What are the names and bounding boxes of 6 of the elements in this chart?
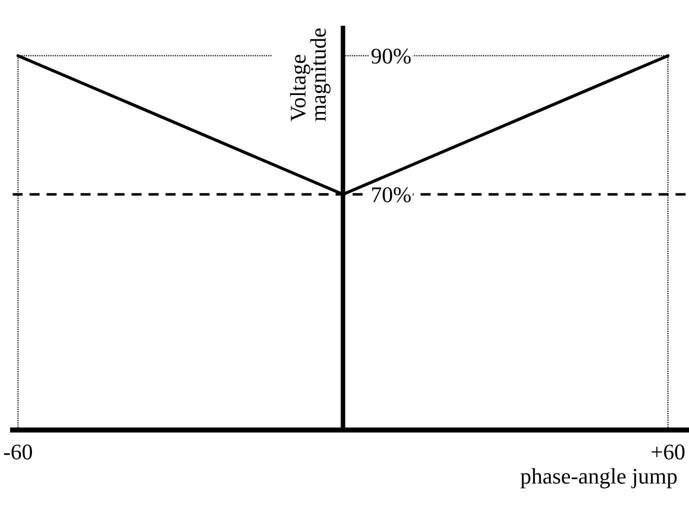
- y-axis-title: Voltage magnitude: [290, 28, 330, 122]
- y-tick-label: 90%: [371, 48, 411, 64]
- x-tick-label: -60: [4, 444, 32, 460]
- x-tick-label: +60: [652, 444, 684, 460]
- y-tick-label: 70%: [372, 187, 411, 202]
- x-axis-title: phase-angle jump: [520, 468, 677, 488]
